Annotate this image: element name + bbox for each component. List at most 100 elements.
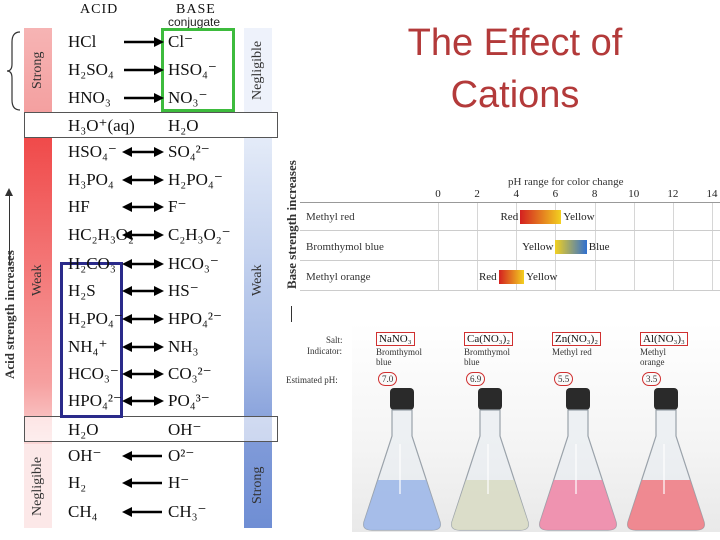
base-cell: C₂H₃O₂⁻ [168,225,231,244]
acid-cell: CH₄ [68,502,98,521]
acid-cell: HF [68,197,90,216]
ph-tick-label: 6 [552,188,559,200]
right-band-strong [244,444,272,528]
base-axis-line [291,306,292,322]
indicator-name: Bromthymol blue [376,347,423,367]
acid-cell: HC₂H₃O₂ [68,225,134,244]
estimated-ph: 7.0 [378,372,398,386]
right-band-weak [244,138,272,444]
slide-title-line1: The Effect of [407,22,623,64]
left-strong-label: Strong [30,51,45,89]
double-arrow-icon [122,286,164,296]
salt-name: Zn(NO₃)₂ [552,332,602,346]
acid-cell: H₃O⁺(aq) [68,116,135,135]
acid-cell: H₂S [68,281,96,300]
acid-cell: HCO₃⁻ [68,364,119,383]
h3o-row-box [24,112,278,138]
flask-icon [539,388,617,531]
left-band-weak [24,138,52,444]
base-cell: CH₃⁻ [168,502,207,521]
ph-tick-label: 14 [706,188,718,200]
double-arrow-icon [122,259,164,269]
left-negligible-label: Negligible [30,456,45,516]
base-cell: HPO₄²⁻ [168,309,223,328]
ph-gridline [672,202,674,290]
salt-name: Ca(NO₃)₂ [464,332,514,346]
acid-cell: H₃PO₄ [68,170,114,189]
ph-tick-label: 0 [435,188,441,200]
left-band-negligible [24,444,52,528]
left-band-strong [24,28,52,112]
low-color-label: Yellow [522,241,554,253]
high-color-label: Blue [588,241,610,253]
ph-gridline [516,202,518,290]
base-strength-label: Base strength increases [284,160,299,290]
acid-cell: HCl [68,32,97,51]
base-cell: F⁻ [168,197,187,216]
indicator-name: Methyl red [306,211,355,223]
color-change-band [520,210,562,224]
salt-row-label: Salt: [326,335,343,345]
base-cell: PO₄³⁻ [168,391,210,410]
base-header: BASE [176,2,216,17]
low-color-label: Red [478,271,497,283]
ph-gridline [477,202,479,290]
indicator-name: Bromthymol blue [464,347,511,367]
acid-strength-axis: Acid strength increases [2,190,18,440]
base-cell: H₂PO₄⁻ [168,170,223,189]
strong-bracket [6,31,21,111]
h2o-row-box [24,416,278,442]
base-cell: NO₃⁻ [168,88,208,107]
base-cell: NH₃ [168,337,199,356]
ph-row-divider [300,230,720,231]
acid-strength-label: Acid strength increases [2,250,17,380]
double-arrow-icon [122,147,164,157]
conjugate-annotation: conjugate [168,15,221,29]
flask-icon [451,388,529,531]
indicator-row-label: Indicator: [307,346,342,356]
flask-icon [627,388,705,531]
one-way-arrow-icon [124,93,164,103]
ph-tick-label: 10 [628,188,640,200]
base-cell: OH⁻ [168,420,202,439]
ph-gridline [712,202,713,290]
acid-axis-arrowhead [5,188,13,196]
base-cell: H⁻ [168,473,190,492]
ph-tick-label: 8 [591,188,598,200]
ph-tick-label: 4 [513,188,520,200]
indicator-name: Methyl orange [640,347,666,367]
ph-chart: 0 2 4 6 8 10 12 14 Methyl red Red Yellow Bromthymol… [300,188,720,292]
ph-gridline [438,202,439,290]
acid-cell: H₂SO₄ [68,60,114,79]
one-way-arrow-icon [124,65,164,75]
one-way-arrow-icon [122,451,162,461]
ph-tick-label: 2 [474,188,480,200]
salt-name: NaNO₃ [376,332,415,346]
acid-cell: HPO₄²⁻ [68,391,123,410]
acid-cell: NH₄⁺ [68,337,108,356]
high-color-label: Yellow [563,211,595,223]
ph-gridline [594,202,596,290]
base-cell: SO₄²⁻ [168,142,210,161]
base-strength-axis: Base strength increases [284,140,300,310]
estimated-ph: 6.9 [466,372,486,386]
indicator-name: Methyl orange [306,271,371,283]
right-weak-label: Weak [250,264,265,296]
ph-gridline [633,202,635,290]
base-cell: O²⁻ [168,446,195,465]
ph-row-divider [300,290,720,291]
ph-row-label: Estimated pH: [286,375,338,385]
acid-cell: OH⁻ [68,446,102,465]
double-arrow-icon [122,396,164,406]
base-cell: CO₃²⁻ [168,364,212,383]
flask-photo: NaNO₃ Bromthymol blue 7.0 Ca(NO₃)₂ Bromthymo… [352,322,720,532]
slide-title-line2: Cations [450,74,580,116]
one-way-arrow-icon [122,507,162,517]
estimated-ph: 3.5 [642,372,662,386]
salt-name: Al(NO₃)₃ [640,332,688,346]
double-arrow-icon [122,230,164,240]
left-weak-label: Weak [30,264,45,296]
base-cell: Cl⁻ [168,32,194,51]
indicator-name: Methyl red [552,347,592,357]
flask-icon [363,388,441,531]
